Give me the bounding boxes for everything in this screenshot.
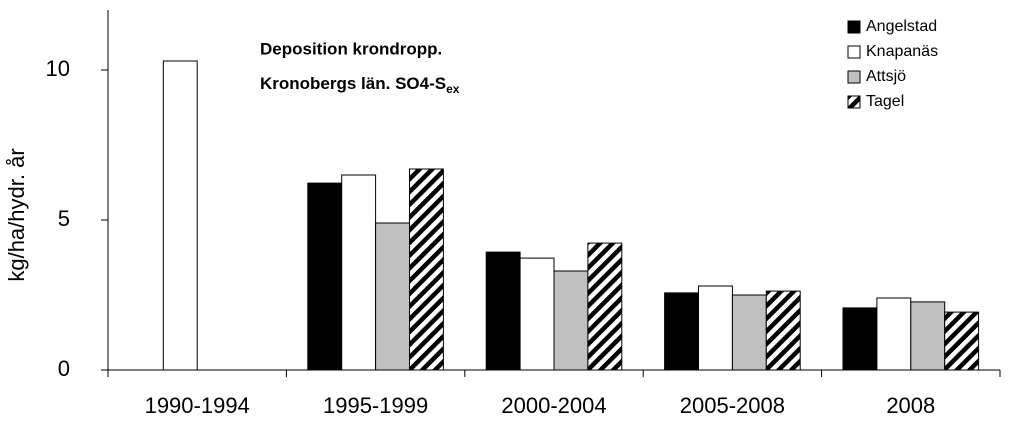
chart-title: Kronobergs län. SO4-Sex: [260, 74, 460, 96]
bar: [375, 222, 410, 371]
bar: [944, 311, 980, 371]
bar: [587, 242, 623, 371]
bar: [307, 182, 343, 371]
legend-label: Tagel: [866, 93, 904, 110]
bar: [698, 285, 733, 371]
bar: [408, 168, 444, 371]
bar: [731, 294, 767, 371]
legend-swatch: [847, 70, 861, 84]
chart-title: Deposition krondropp.: [260, 39, 442, 58]
bar: [842, 307, 878, 371]
legend-swatch: [847, 20, 861, 34]
y-axis-label: kg/ha/hydr. år: [4, 148, 29, 281]
y-tick-label: 5: [58, 206, 70, 231]
bar: [910, 301, 946, 371]
legend-label: Knapanäs: [866, 43, 938, 60]
bar: [553, 270, 589, 371]
bar: [519, 257, 555, 371]
x-tick-label: 2005-2008: [680, 393, 785, 418]
legend-swatch: [847, 45, 861, 59]
bar: [876, 297, 912, 371]
x-tick-label: 1995-1999: [323, 393, 428, 418]
bar: [664, 292, 700, 371]
legend-swatch: [847, 95, 861, 109]
bar: [162, 60, 198, 371]
chart-title-subscript: ex: [446, 82, 460, 96]
x-tick-label: 2000-2004: [501, 393, 606, 418]
bar: [765, 290, 801, 371]
chart-title-main: Kronobergs län. SO4-S: [260, 74, 446, 93]
bar: [341, 174, 377, 371]
legend-label: Angelstad: [866, 18, 937, 35]
legend-label: Attsjö: [866, 68, 906, 85]
y-tick-label: 0: [58, 356, 70, 381]
bar: [485, 251, 521, 371]
y-tick-label: 10: [46, 56, 70, 81]
x-tick-label: 2008: [886, 393, 935, 418]
x-tick-label: 1990-1994: [145, 393, 250, 418]
